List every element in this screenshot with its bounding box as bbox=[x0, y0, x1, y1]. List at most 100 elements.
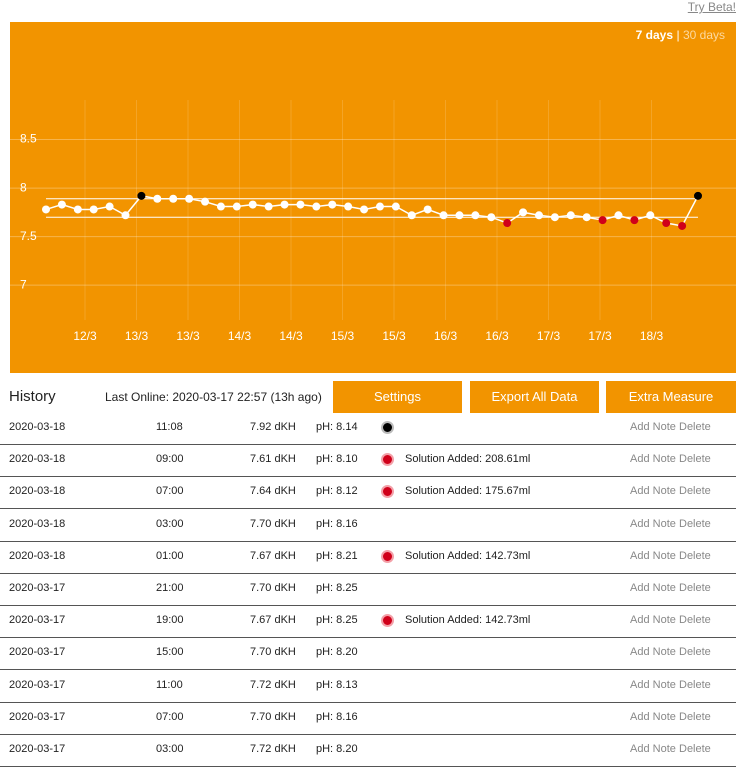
note: Solution Added: 142.73ml bbox=[405, 614, 531, 627]
delete[interactable]: Delete bbox=[679, 614, 711, 627]
data-point bbox=[42, 205, 50, 214]
date: 2020-03-17 bbox=[9, 678, 66, 691]
history-row: 2020-03-17 03:00 7.72 dKH pH: 8.20 Add Note D… bbox=[0, 734, 736, 767]
event-marker bbox=[381, 485, 394, 499]
data-point bbox=[423, 205, 432, 214]
ph: pH: 8.20 bbox=[316, 646, 358, 659]
delete[interactable]: Delete bbox=[679, 453, 711, 466]
date: 2020-03-18 bbox=[9, 453, 66, 466]
add-note[interactable]: Add Note bbox=[630, 453, 676, 466]
y-tick-label: 8 bbox=[20, 180, 27, 194]
range-30-days[interactable]: 30 days bbox=[683, 28, 725, 42]
ph: pH: 8.14 bbox=[316, 421, 358, 433]
add-note[interactable]: Add Note bbox=[630, 549, 676, 562]
time: 21:00 bbox=[156, 582, 184, 594]
add-note[interactable]: Add Note bbox=[630, 421, 676, 433]
time: 07:00 bbox=[156, 485, 184, 498]
add-note[interactable]: Add Note bbox=[630, 582, 676, 594]
data-point bbox=[646, 211, 655, 220]
date: 2020-03-18 bbox=[9, 517, 66, 530]
data-point bbox=[550, 213, 559, 222]
delete[interactable]: Delete bbox=[679, 743, 711, 755]
ph: pH: 8.25 bbox=[316, 614, 358, 627]
dkh: 7.72 dKH bbox=[250, 678, 296, 691]
delete[interactable]: Delete bbox=[679, 646, 711, 659]
range-7-days[interactable]: 7 days bbox=[636, 28, 674, 42]
add-note[interactable]: Add Note bbox=[630, 678, 676, 691]
data-point bbox=[694, 191, 702, 200]
history-row: 2020-03-17 11:00 7.72 dKH pH: 8.13 Add Note D… bbox=[0, 670, 736, 703]
extra-measure-button[interactable]: Extra Measure bbox=[606, 381, 736, 413]
history-row: 2020-03-18 07:00 7.64 dKH pH: 8.12 Solution … bbox=[0, 476, 736, 510]
add-note[interactable]: Add Note bbox=[630, 743, 676, 755]
data-point bbox=[519, 208, 528, 217]
x-tick-label: 18/3 bbox=[640, 329, 664, 343]
dkh: 7.72 dKH bbox=[250, 743, 296, 755]
data-point bbox=[328, 200, 337, 209]
time: 19:00 bbox=[156, 614, 184, 627]
note: Solution Added: 175.67ml bbox=[405, 485, 531, 498]
data-point bbox=[169, 194, 178, 203]
range-separator: | bbox=[676, 28, 679, 42]
delete[interactable]: Delete bbox=[679, 678, 711, 691]
data-point bbox=[296, 200, 305, 209]
data-point bbox=[503, 219, 512, 228]
x-tick-label: 15/3 bbox=[331, 329, 355, 343]
dkh: 7.67 dKH bbox=[250, 549, 296, 562]
data-point bbox=[662, 219, 671, 228]
data-point bbox=[566, 211, 575, 220]
data-point bbox=[248, 200, 257, 209]
date: 2020-03-17 bbox=[9, 743, 66, 755]
history-row: 2020-03-18 09:00 7.61 dKH pH: 8.10 Solution … bbox=[0, 444, 736, 478]
data-point bbox=[678, 221, 687, 230]
event-marker bbox=[381, 549, 394, 563]
data-point bbox=[582, 213, 591, 222]
data-point bbox=[89, 205, 98, 214]
export-button[interactable]: Export All Data bbox=[470, 381, 599, 413]
ph: pH: 8.20 bbox=[316, 743, 358, 755]
dkh: 7.70 dKH bbox=[250, 710, 296, 723]
add-note[interactable]: Add Note bbox=[630, 517, 676, 530]
add-note[interactable]: Add Note bbox=[630, 614, 676, 627]
delete[interactable]: Delete bbox=[679, 582, 711, 594]
date: 2020-03-18 bbox=[9, 421, 66, 433]
dkh: 7.70 dKH bbox=[250, 517, 296, 530]
date: 2020-03-18 bbox=[9, 549, 66, 562]
dkh: 7.67 dKH bbox=[250, 614, 296, 627]
add-note[interactable]: Add Note bbox=[630, 710, 676, 723]
ph: pH: 8.13 bbox=[316, 678, 358, 691]
x-tick-label: 13/3 bbox=[125, 329, 149, 343]
try-beta-link[interactable]: Try Beta! bbox=[687, 0, 736, 14]
history-row: 2020-03-17 07:00 7.70 dKH pH: 8.16 Add Note D… bbox=[0, 702, 736, 735]
data-point bbox=[185, 194, 194, 203]
dkh: 7.70 dKH bbox=[250, 582, 296, 594]
time: 15:00 bbox=[156, 646, 184, 659]
data-point bbox=[201, 197, 210, 206]
data-point bbox=[375, 202, 384, 211]
add-note[interactable]: Add Note bbox=[630, 485, 676, 498]
delete[interactable]: Delete bbox=[679, 485, 711, 498]
data-point bbox=[471, 211, 480, 220]
data-point bbox=[630, 216, 639, 225]
data-point bbox=[105, 202, 114, 211]
data-point bbox=[232, 202, 241, 211]
time: 03:00 bbox=[156, 743, 184, 755]
date: 2020-03-17 bbox=[9, 614, 66, 627]
x-tick-label: 12/3 bbox=[73, 329, 97, 343]
x-tick-label: 14/3 bbox=[228, 329, 252, 343]
delete[interactable]: Delete bbox=[679, 710, 711, 723]
dkh: 7.70 dKH bbox=[250, 646, 296, 659]
delete[interactable]: Delete bbox=[679, 421, 711, 433]
delete[interactable]: Delete bbox=[679, 549, 711, 562]
dkh: 7.64 dKH bbox=[250, 485, 296, 498]
data-point bbox=[407, 211, 416, 220]
x-tick-label: 17/3 bbox=[537, 329, 561, 343]
dkh: 7.92 dKH bbox=[250, 421, 296, 433]
settings-button[interactable]: Settings bbox=[333, 381, 462, 413]
data-point bbox=[137, 191, 146, 200]
add-note[interactable]: Add Note bbox=[630, 646, 676, 659]
delete[interactable]: Delete bbox=[679, 517, 711, 530]
x-tick-label: 17/3 bbox=[588, 329, 612, 343]
x-tick-label: 15/3 bbox=[382, 329, 406, 343]
